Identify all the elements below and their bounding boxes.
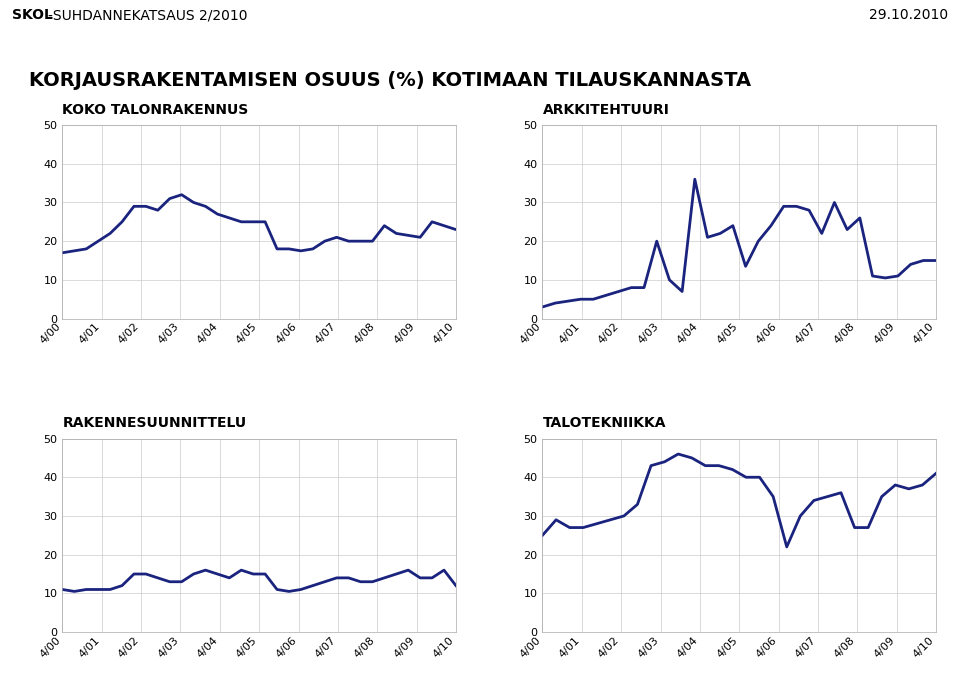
Text: ARKKITEHTUURI: ARKKITEHTUURI <box>542 103 669 117</box>
Text: SKOL: SKOL <box>12 8 53 22</box>
Text: RAKENNESUUNNITTELU: RAKENNESUUNNITTELU <box>62 416 247 431</box>
Text: KORJAUSRAKENTAMISEN OSUUS (%) KOTIMAAN TILAUSKANNASTA: KORJAUSRAKENTAMISEN OSUUS (%) KOTIMAAN T… <box>29 71 751 90</box>
Text: 29.10.2010: 29.10.2010 <box>870 8 948 22</box>
Text: TALOTEKNIIKKA: TALOTEKNIIKKA <box>542 416 666 431</box>
Text: KOKO TALONRAKENNUS: KOKO TALONRAKENNUS <box>62 103 249 117</box>
Text: -SUHDANNEKATSAUS 2/2010: -SUHDANNEKATSAUS 2/2010 <box>48 8 248 22</box>
